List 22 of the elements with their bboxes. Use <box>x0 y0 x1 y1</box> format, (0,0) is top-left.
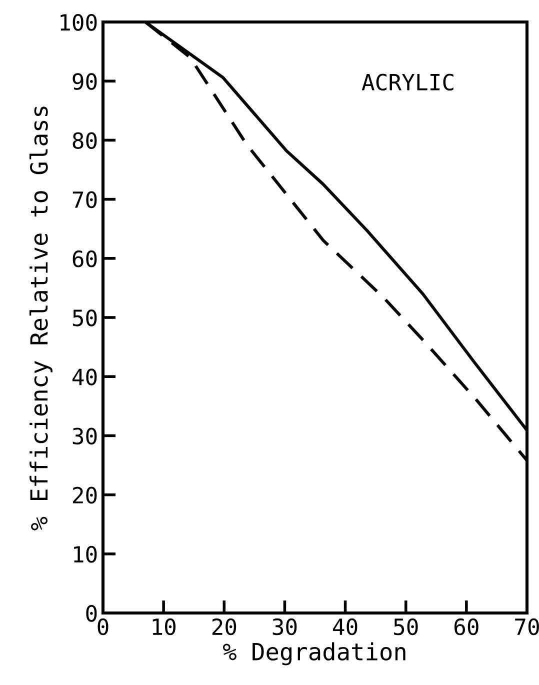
y-tick-label: 20 <box>73 486 97 504</box>
y-tick-label: 40 <box>72 368 97 386</box>
y-axis-title: % Efficiency Relative to Glass <box>29 106 52 530</box>
x-tick-label: 40 <box>333 618 358 636</box>
y-tick-label: 100 <box>60 14 97 31</box>
y-tick-label: 60 <box>72 250 97 268</box>
x-axis-title: % Degradation <box>222 642 406 666</box>
x-tick-label: 50 <box>394 618 418 636</box>
annotation: ACRYLIC <box>362 74 454 91</box>
x-tick-label: 0 <box>98 618 108 636</box>
y-tick-label: 30 <box>72 428 97 445</box>
y-tick-label: 0 <box>86 605 97 622</box>
y-tick-label: 80 <box>72 132 97 150</box>
y-tick-label: 10 <box>74 546 97 563</box>
x-tick-label: 70 <box>515 618 539 636</box>
x-tick-label: 20 <box>212 618 236 636</box>
y-tick-label: 90 <box>72 73 97 90</box>
x-tick-label: 10 <box>152 618 176 636</box>
y-tick-label: 50 <box>72 310 97 326</box>
y-tick-label: 70 <box>72 191 97 208</box>
x-tick-label: 30 <box>272 618 297 636</box>
x-tick-label: 60 <box>454 618 478 636</box>
